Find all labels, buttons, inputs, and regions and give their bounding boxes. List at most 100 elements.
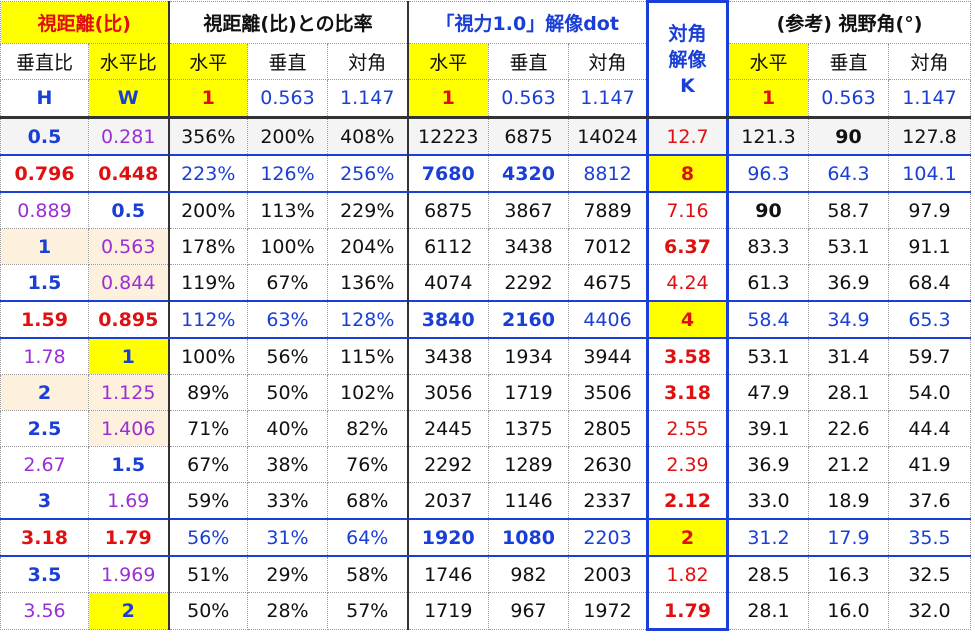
- cell: 3438: [406, 337, 489, 375]
- cell: 2: [646, 518, 729, 557]
- cell: 82%: [327, 410, 408, 447]
- cell: 1.147: [568, 79, 648, 119]
- cell: 2337: [568, 482, 648, 520]
- cell: 3506: [568, 374, 648, 411]
- cell: 4406: [568, 300, 648, 339]
- cell: 97.9: [887, 191, 972, 229]
- cell: 36.9: [808, 264, 889, 302]
- cell: 56%: [247, 337, 328, 375]
- cell: 200%: [247, 117, 328, 156]
- cell: 3840: [406, 300, 489, 339]
- cell: 33%: [247, 482, 328, 520]
- cell: 178%: [167, 228, 248, 265]
- cell: 1.5: [88, 446, 169, 483]
- cell: 32.5: [887, 555, 972, 593]
- cell: 1719: [488, 374, 569, 411]
- cell: 28.1: [727, 592, 809, 630]
- cell: 91.1: [887, 228, 972, 265]
- cell: 408%: [327, 117, 408, 156]
- cell: 6875: [488, 117, 569, 156]
- k-header-line: 対角: [668, 22, 707, 45]
- cell: 126%: [247, 154, 328, 193]
- cell: 2.55: [646, 410, 729, 447]
- cell: 0.889: [0, 191, 89, 229]
- cell: 119%: [167, 264, 248, 302]
- cell: 102%: [327, 374, 408, 411]
- cell: 3.56: [0, 592, 89, 630]
- cell: 2.12: [646, 482, 729, 520]
- cell: 58%: [327, 555, 408, 593]
- cell: 58.7: [808, 191, 889, 229]
- cell: 1: [406, 79, 489, 119]
- cell: 128%: [327, 300, 408, 339]
- cell: 8: [646, 154, 729, 193]
- cell: 1375: [488, 410, 569, 447]
- cell: 4074: [406, 264, 489, 302]
- cell: 28%: [247, 592, 328, 630]
- cell: 6875: [406, 191, 489, 229]
- cell: 54.0: [887, 374, 972, 411]
- cell: 3.58: [646, 337, 729, 375]
- cell: 6.37: [646, 228, 729, 265]
- cell: 2160: [488, 300, 569, 339]
- cell: 6112: [406, 228, 489, 265]
- cell: 対角: [327, 43, 408, 80]
- cell: 2805: [568, 410, 648, 447]
- cell: 1.147: [327, 79, 408, 119]
- cell: 垂直比: [0, 43, 89, 80]
- cell: 2: [0, 374, 89, 411]
- cell: 水平: [406, 43, 489, 80]
- cell: 50%: [247, 374, 328, 411]
- cell: 67%: [167, 446, 248, 483]
- cell: 対角: [568, 43, 648, 80]
- cell: 204%: [327, 228, 408, 265]
- cell: H: [0, 79, 89, 119]
- spreadsheet-table: 視距離(比) 視距離(比)との比率 「視力1.0」解像dot 対角 解像 K (参考) 視野…: [0, 0, 972, 631]
- cell: 21.2: [808, 446, 889, 483]
- cell: 1.125: [88, 374, 169, 411]
- cell: 4: [646, 300, 729, 339]
- cell: 29%: [247, 555, 328, 593]
- cell: 1: [727, 79, 809, 119]
- cell: 58.4: [727, 300, 809, 339]
- cell: 3.18: [0, 518, 89, 557]
- cell: 8812: [568, 154, 648, 193]
- cell: 対角: [887, 43, 972, 80]
- cell: 14024: [568, 117, 648, 156]
- cell: 0.5: [88, 191, 169, 229]
- cell: 76%: [327, 446, 408, 483]
- cell: 0.448: [88, 154, 169, 193]
- cell: 0.563: [488, 79, 569, 119]
- cell: 64.3: [808, 154, 889, 193]
- cell: 40%: [247, 410, 328, 447]
- cell: 垂直: [808, 43, 889, 80]
- cell: 22.6: [808, 410, 889, 447]
- cell: 2.67: [0, 446, 89, 483]
- cell: 59.7: [887, 337, 972, 375]
- cell: 1.406: [88, 410, 169, 447]
- cell: 1920: [406, 518, 489, 557]
- cell: 31.4: [808, 337, 889, 375]
- cell: 356%: [167, 117, 248, 156]
- cell: 36.9: [727, 446, 809, 483]
- cell: 1.82: [646, 555, 729, 593]
- cell: 0.281: [88, 117, 169, 156]
- cell: 44.4: [887, 410, 972, 447]
- cell: 35.5: [887, 518, 972, 557]
- cell: 垂直: [247, 43, 328, 80]
- cell: 0.844: [88, 264, 169, 302]
- cell: 127.8: [887, 117, 972, 156]
- cell: 2445: [406, 410, 489, 447]
- cell: 1719: [406, 592, 489, 630]
- cell: 1.59: [0, 300, 89, 339]
- cell: 0.563: [247, 79, 328, 119]
- cell: 7680: [406, 154, 489, 193]
- cell: 63%: [247, 300, 328, 339]
- cell: 100%: [247, 228, 328, 265]
- cell: 33.0: [727, 482, 809, 520]
- cell: 89%: [167, 374, 248, 411]
- cell: 1.969: [88, 555, 169, 593]
- cell: 39.1: [727, 410, 809, 447]
- cell: 64%: [327, 518, 408, 557]
- cell: 256%: [327, 154, 408, 193]
